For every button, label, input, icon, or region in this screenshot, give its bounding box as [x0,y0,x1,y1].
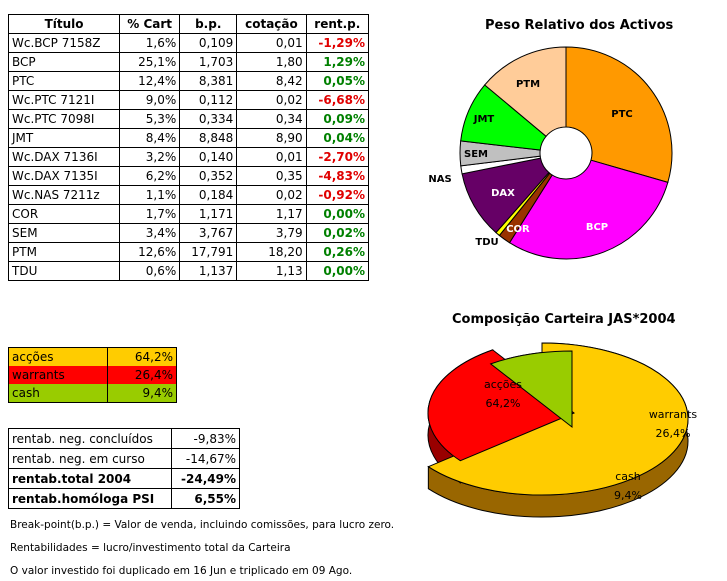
returns-row: rentab. neg. em curso -14,67% [8,448,240,469]
note-breakpoint: Break-point(b.p.) = Valor de venda, incl… [10,519,395,531]
table-cell: 12,6% [119,242,181,262]
table-row: Wc.DAX 7136I 3,2% 0,140 0,01 -2,70% [7,147,370,167]
allocation-table: acções 64,2% warrants 26,4% cash 9,4% [8,347,177,403]
slice-label: PTC [611,109,633,120]
returns-label: rentab. neg. em curso [8,448,173,469]
slice-label: TDU [475,237,498,248]
returns-label: rentab.homóloga PSI [8,488,173,509]
pie3d-value: 64,2% [486,397,521,410]
slice-label: JMT [473,114,495,125]
table-cell: 8,848 [179,128,238,148]
allocation-value: 64,2% [107,347,177,366]
table-row: Wc.NAS 7211z 1,1% 0,184 0,02 -0,92% [7,185,370,205]
column-header: rent.p. [305,14,370,34]
table-cell: 0,6% [119,261,181,281]
returns-value: -14,67% [171,448,240,469]
allocation-row: warrants 26,4% [8,366,177,384]
table-cell: 8,4% [119,128,181,148]
pie3d-slice [427,349,575,462]
table-cell: 1,703 [179,52,238,72]
returns-value: -9,83% [171,428,240,449]
allocation-row: acções 64,2% [8,347,177,366]
donut-slice [461,157,550,234]
allocation-value: 9,4% [107,384,177,403]
table-cell: PTC [7,71,121,91]
returns-table: rentab. neg. concluídos -9,83% rentab. neg… [8,428,240,509]
table-header-row: Título% Cart b.p. cotação rent.p. [7,14,370,34]
table-cell: 3,79 [236,223,307,243]
returns-row: rentab.total 2004 -24,49% [8,468,240,489]
table-row: SEM 3,4% 3,767 3,79 0,02% [7,223,370,243]
table-cell: SEM [7,223,121,243]
table-cell: 0,04% [305,128,370,148]
returns-value: 6,55% [171,488,240,509]
table-row: TDU 0,6% 1,137 1,13 0,00% [7,261,370,281]
slice-label: NAS [428,174,451,185]
pie3d-value: 26,4% [656,427,691,440]
donut-slice [508,159,669,260]
allocation-label: acções [8,347,108,366]
returns-label: rentab. neg. concluídos [8,428,173,449]
pie3d-slice [489,350,573,429]
returns-value: -24,49% [171,468,240,489]
table-body: Wc.BCP 7158Z 1,6% 0,109 0,01 -1,29% BCP 25,1% 1… [7,33,370,281]
slice-label: SEM [464,149,488,160]
table-cell: -1,29% [305,33,370,53]
slice-label: COR [506,224,530,235]
table-cell: 3,767 [179,223,238,243]
allocation-value: 26,4% [107,366,177,384]
table-cell: 9,0% [119,90,181,110]
table-cell: TDU [7,261,121,281]
table-row: BCP 25,1% 1,703 1,80 1,29% [7,52,370,72]
table-cell: -2,70% [305,147,370,167]
slice-label: DAX [491,188,515,199]
note-investment: O valor investido foi duplicado em 16 Ju… [10,565,353,577]
returns-label: rentab.total 2004 [8,468,173,489]
donut-slice [484,46,567,138]
table-cell: Wc.NAS 7211z [7,185,121,205]
pie3d-value: 9,4% [614,489,642,502]
table-row: COR 1,7% 1,171 1,17 0,00% [7,204,370,224]
table-row: Wc.PTC 7121I 9,0% 0,112 0,02 -6,68% [7,90,370,110]
note-returns: Rentabilidades = lucro/investimento tota… [10,542,291,554]
table-cell: 0,184 [179,185,238,205]
chart1-title: Peso Relativo dos Activos [485,18,674,33]
table-cell: 0,09% [305,109,370,129]
slice-label: BCP [586,222,608,233]
table-cell: Wc.DAX 7136I [7,147,121,167]
table-cell: 0,140 [179,147,238,167]
table-cell: 12,4% [119,71,181,91]
returns-row: rentab.homóloga PSI 6,55% [8,488,240,509]
pie3d-label: cash [615,470,641,483]
table-cell: 0,00% [305,204,370,224]
returns-row: rentab. neg. concluídos -9,83% [8,428,240,449]
slice-label: PTM [516,79,540,90]
table-cell: 0,00% [305,261,370,281]
table-cell: 1,13 [236,261,307,281]
holdings-table: Título% Cart b.p. cotação rent.p. Wc.BCP 71… [7,14,370,281]
donut-slice [565,46,673,184]
table-cell: Wc.PTC 7121I [7,90,121,110]
pie3d-label: warrants [649,408,698,421]
table-cell: 8,381 [179,71,238,91]
table-cell: 0,02% [305,223,370,243]
table-cell: 0,05% [305,71,370,91]
table-cell: 1,7% [119,204,181,224]
table-row: PTC 12,4% 8,381 8,42 0,05% [7,71,370,91]
table-cell: -6,68% [305,90,370,110]
table-cell: 5,3% [119,109,181,129]
pie3d-label: acções [484,378,522,391]
chart2-title: Composição Carteira JAS*2004 [452,312,676,327]
allocation-label: warrants [8,366,108,384]
allocation-row: cash 9,4% [8,384,177,403]
table-cell: Wc.BCP 7158Z [7,33,121,53]
